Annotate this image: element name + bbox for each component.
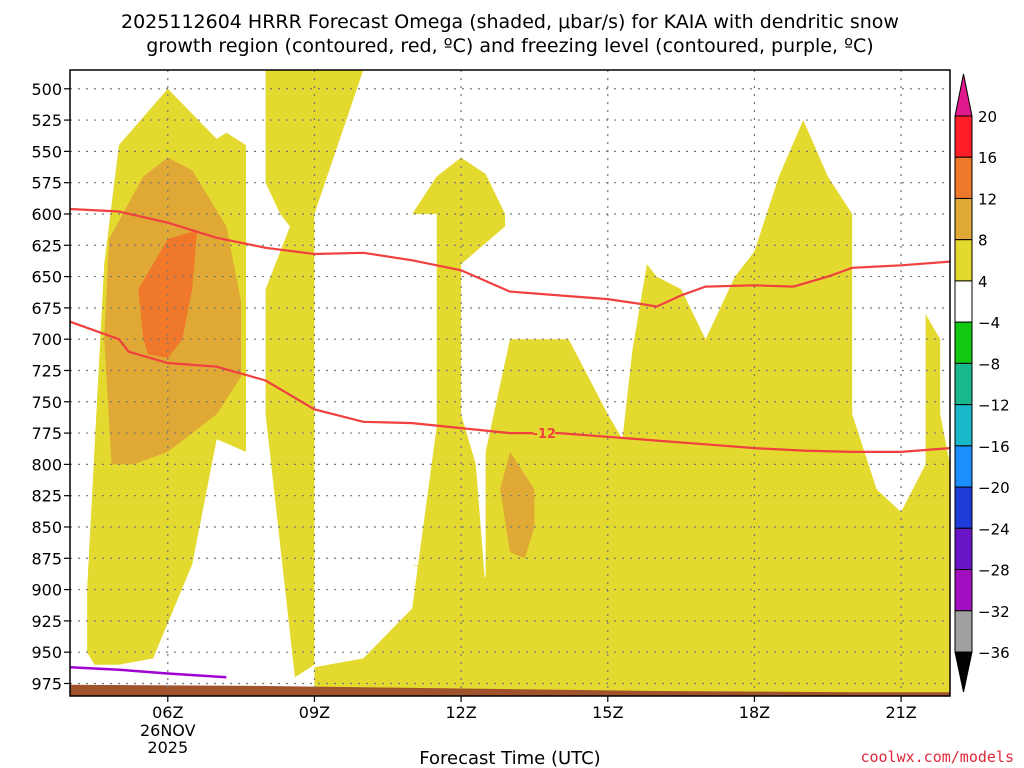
colorbar-bin-9: [954, 445, 973, 488]
y-tick-label-650: 650: [31, 268, 62, 287]
terrain-fill: [70, 684, 950, 696]
freezing-level-contour: [70, 665, 227, 679]
x-tick-label-15Z: 15Z: [592, 703, 623, 722]
y-tick-label-925: 925: [31, 612, 62, 631]
plot-border: [69, 69, 951, 697]
date-label-day: 26NOV: [140, 721, 196, 740]
colorbar-bin-11: [954, 527, 973, 571]
y-tick-label-825: 825: [31, 487, 62, 506]
colorbar-label-5: 4: [978, 273, 988, 291]
colorbar-bin-3: [954, 197, 973, 241]
colorbar-label-11: −24: [978, 520, 1010, 538]
y-tick-label-500: 500: [31, 80, 62, 99]
contour-label-backdrop: [533, 426, 556, 441]
credit-text: coolwx.com/models: [860, 748, 1014, 766]
colorbar-bin-8: [954, 404, 973, 447]
y-tick-label-850: 850: [31, 518, 62, 537]
y-tick-label-975: 975: [31, 674, 62, 693]
y-tick-label-900: 900: [31, 581, 62, 600]
y-tick-label-875: 875: [31, 549, 62, 568]
colorbar-label-7: −8: [978, 355, 1000, 373]
colorbar-label-3: 12: [978, 190, 997, 208]
y-tick-label-800: 800: [31, 455, 62, 474]
y-tick-label-550: 550: [31, 142, 62, 161]
colorbar-bin-10: [954, 486, 973, 529]
colorbar-label-10: −20: [978, 479, 1010, 497]
colorbar-label-13: −32: [978, 603, 1010, 621]
colorbar-bin-7: [954, 362, 973, 406]
date-label-year: 2025: [147, 738, 188, 757]
colorbar: 20 16 12 8 4 −4 −8 −12 −16 −20 −24 −28 −32 −36: [954, 73, 1010, 693]
colorbar-label-1: 20: [978, 108, 997, 126]
colorbar-label-9: −16: [978, 438, 1010, 456]
colorbar-label-8: −12: [978, 397, 1010, 415]
colorbar-bin-5: [954, 280, 973, 323]
x-tick-label-18Z: 18Z: [739, 703, 770, 722]
omega-8-12-region-2: [500, 451, 535, 559]
y-tick-label-725: 725: [31, 361, 62, 380]
plot-content: -12: [70, 70, 950, 696]
axes: 500 525 550 575 600 625 650 675 700 725 750 775 800 8…: [31, 69, 951, 757]
y-tick-label-575: 575: [31, 174, 62, 193]
colorbar-label-4: 8: [978, 232, 988, 250]
omega-4-8-region-3: [314, 120, 950, 696]
y-tick-label-700: 700: [31, 330, 62, 349]
chart-title-line-1: 2025112604 HRRR Forecast Omega (shaded, …: [121, 11, 899, 33]
colorbar-label-14: −36: [978, 644, 1010, 662]
omega-4-8-region-2: [265, 70, 364, 678]
colorbar-label-2: 16: [978, 149, 997, 167]
x-tick-label-21Z: 21Z: [885, 703, 916, 722]
y-tick-label-750: 750: [31, 393, 62, 412]
y-tick-label-675: 675: [31, 299, 62, 318]
colorbar-bottom-arrow: [954, 651, 973, 693]
colorbar-bin-1: [954, 115, 973, 158]
colorbar-bin-13: [954, 610, 973, 653]
y-tick-label-625: 625: [31, 236, 62, 255]
chart-title-line-2: growth region (contoured, red, ºC) and f…: [146, 35, 873, 57]
y-tick-label-600: 600: [31, 205, 62, 224]
plot-area: -12: [70, 70, 950, 696]
colorbar-bin-2: [954, 156, 973, 199]
colorbar-bin-4: [954, 239, 973, 282]
colorbar-top-arrow: [954, 73, 973, 117]
dendritic-lower-contour: [70, 320, 950, 453]
x-tick-label-12Z: 12Z: [445, 703, 476, 722]
y-tick-label-950: 950: [31, 643, 62, 662]
colorbar-label-12: −28: [978, 562, 1010, 580]
y-tick-label-775: 775: [31, 424, 62, 443]
colorbar-bin-6: [954, 321, 973, 364]
x-tick-label-06Z: 06Z: [152, 703, 183, 722]
dendritic-upper-contour: [70, 207, 950, 308]
x-axis-label: Forecast Time (UTC): [419, 748, 600, 768]
contour-label-minus-12: -12: [532, 427, 556, 442]
y-tick-label-525: 525: [31, 111, 62, 130]
x-tick-label-09Z: 09Z: [299, 703, 330, 722]
colorbar-bin-12: [954, 569, 973, 612]
colorbar-label-6: −4: [978, 314, 1000, 332]
